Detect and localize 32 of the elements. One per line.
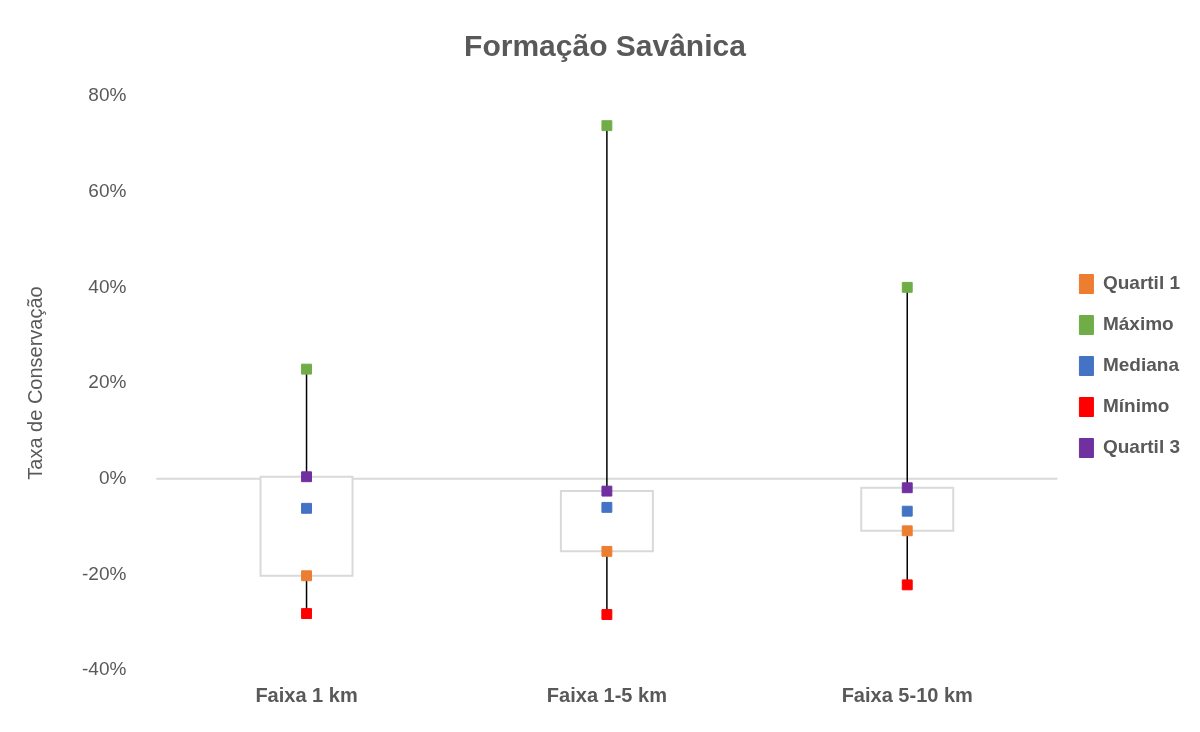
y-tick-label: 80%	[88, 84, 127, 106]
y-tick-label: -20%	[82, 562, 127, 584]
point	[901, 505, 913, 517]
legend-label: Quartil 3	[1102, 436, 1180, 458]
point	[601, 545, 613, 557]
point	[901, 281, 913, 293]
point	[601, 485, 613, 497]
point	[301, 502, 312, 514]
legend-label: Máximo	[1102, 313, 1174, 335]
y-tick-label: 40%	[88, 275, 127, 297]
legend-label: Mediana	[1102, 354, 1180, 376]
legend-label: Quartil 1	[1102, 272, 1181, 294]
point	[901, 525, 913, 537]
chart-title: Formação Savânica	[464, 29, 747, 63]
y-axis-title: Taxa de Conservação	[23, 286, 46, 480]
x-tick-label: Faixa 5-10 km	[841, 683, 973, 706]
y-tick-label: 0%	[98, 466, 127, 488]
point	[301, 570, 312, 582]
x-tick-label: Faixa 1-5 km	[546, 683, 667, 706]
point	[601, 501, 613, 513]
point	[301, 608, 312, 620]
legend-label: Mínimo	[1102, 395, 1170, 417]
point	[301, 363, 312, 375]
point	[601, 609, 613, 620]
y-tick-label: 20%	[88, 371, 127, 393]
point	[601, 120, 613, 132]
point	[301, 471, 312, 483]
x-tick-label: Faixa 1 km	[255, 683, 358, 706]
point	[901, 482, 913, 494]
y-tick-label: -40%	[82, 658, 127, 680]
point	[901, 579, 913, 591]
y-tick-label: 60%	[88, 179, 127, 201]
